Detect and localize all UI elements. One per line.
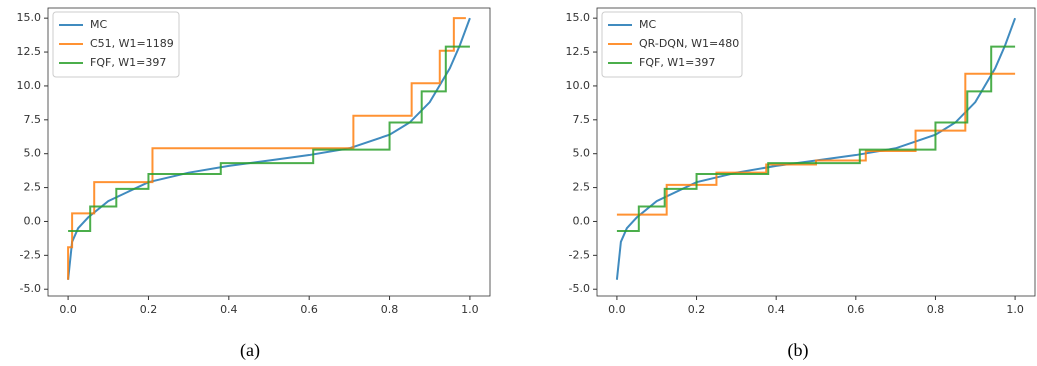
- plot-area: [47, 7, 491, 297]
- y-tick-label: -2.5: [569, 248, 590, 261]
- plot-area: [596, 7, 1036, 297]
- y-tick-label: 15.0: [17, 11, 42, 24]
- x-tick-label: 0.8: [381, 303, 399, 316]
- y-tick-label: 10.0: [17, 79, 42, 92]
- legend-label: FQF, W1=397: [90, 56, 166, 69]
- legend-label: C51, W1=1189: [90, 37, 174, 50]
- caption: (a): [240, 340, 260, 361]
- series-line: [616, 45, 1016, 232]
- y-tick-label: 0.0: [573, 214, 591, 227]
- y-tick-label: 2.5: [573, 181, 591, 194]
- x-tick-label: 1.0: [461, 303, 479, 316]
- y-tick-label: 5.0: [24, 147, 42, 160]
- y-tick-label: 15.0: [566, 11, 591, 24]
- y-tick-label: 2.5: [24, 181, 42, 194]
- y-tick-label: 7.5: [24, 113, 42, 126]
- y-tick-label: 5.0: [573, 147, 591, 160]
- legend-label: FQF, W1=397: [639, 56, 715, 69]
- series-line: [616, 72, 1016, 216]
- series-line: [68, 45, 470, 232]
- y-tick-label: 10.0: [566, 79, 591, 92]
- caption: (b): [788, 340, 809, 361]
- series-line: [67, 17, 466, 280]
- legend-label: QR-DQN, W1=480: [639, 37, 739, 50]
- x-tick-label: 0.0: [59, 303, 77, 316]
- x-tick-label: 1.0: [1006, 303, 1024, 316]
- y-tick-label: -2.5: [20, 248, 41, 261]
- y-tick-label: 7.5: [573, 113, 591, 126]
- x-tick-label: 0.6: [847, 303, 865, 316]
- x-tick-label: 0.2: [140, 303, 158, 316]
- y-tick-label: -5.0: [20, 282, 41, 295]
- legend-box: [52, 11, 180, 78]
- y-tick-label: 12.5: [17, 45, 42, 58]
- y-tick-label: 12.5: [566, 45, 591, 58]
- x-tick-label: 0.4: [767, 303, 785, 316]
- x-tick-label: 0.0: [608, 303, 626, 316]
- x-tick-label: 0.6: [300, 303, 318, 316]
- x-tick-label: 0.2: [688, 303, 706, 316]
- legend-label: MC: [90, 18, 107, 31]
- y-tick-label: -5.0: [569, 282, 590, 295]
- y-tick-label: 0.0: [24, 214, 42, 227]
- x-tick-label: 0.4: [220, 303, 238, 316]
- x-tick-label: 0.8: [927, 303, 945, 316]
- legend-box: [601, 11, 743, 78]
- legend-label: MC: [639, 18, 656, 31]
